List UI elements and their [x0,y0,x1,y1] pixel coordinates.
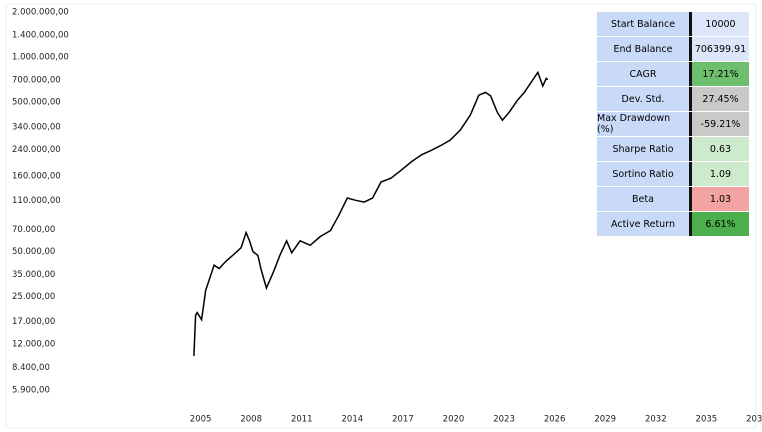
y-tick-label: 110.000,00 [12,196,61,206]
stat-label: Sortino Ratio [597,162,689,186]
x-tick-label: 2005 [190,415,212,425]
stats-row: Active Return 6.61% [597,212,749,236]
y-tick-label: 35.000,00 [12,270,55,280]
stat-value: 17.21% [689,62,749,86]
y-tick-label: 25.000,00 [12,292,55,302]
x-tick-label: 2017 [392,415,414,425]
stat-value: 0.63 [689,137,749,161]
y-tick-label: 12.000,00 [12,340,55,350]
frame [5,3,757,429]
stats-table: Start Balance 10000 End Balance 706399.91 CA… [597,12,749,237]
x-tick-label: 2014 [342,415,364,425]
stat-label: End Balance [597,37,689,61]
x-tick-label: 2038 [746,415,762,425]
x-tick-label: 2020 [443,415,465,425]
stat-value: 10000 [689,12,749,36]
stats-row: Beta 1.03 [597,187,749,211]
stats-row: Dev. Std. 27.45% [597,87,749,111]
y-tick-label: 1.000.000,00 [12,53,69,63]
y-tick-label: 5.900,00 [12,386,50,396]
y-tick-label: 340.000,00 [12,123,61,133]
stat-value: 1.09 [689,162,749,186]
y-tick-label: 240.000,00 [12,145,61,155]
stat-label: Start Balance [597,12,689,36]
x-tick-label: 2011 [291,415,313,425]
y-tick-label: 1.400.000,00 [12,31,69,41]
x-tick-label: 2023 [493,415,515,425]
y-tick-label: 50.000,00 [12,247,55,257]
stats-row: Sharpe Ratio 0.63 [597,137,749,161]
stat-value: -59.21% [689,112,749,136]
y-tick-label: 500.000,00 [12,98,61,108]
y-tick-label: 160.000,00 [12,172,61,182]
y-tick-label: 70.000,00 [12,225,55,235]
stats-row: Start Balance 10000 [597,12,749,36]
stats-row: Max Drawdown (%) -59.21% [597,112,749,136]
stat-value: 27.45% [689,87,749,111]
y-tick-label: 2.000.000,00 [12,8,69,18]
x-tick-label: 2026 [544,415,566,425]
x-tick-label: 2035 [696,415,718,425]
y-tick-label: 8.400,00 [12,363,50,373]
stats-row: CAGR 17.21% [597,62,749,86]
y-tick-label: 17.000,00 [12,317,55,327]
x-tick-label: 2029 [594,415,616,425]
stat-label: CAGR [597,62,689,86]
stats-row: End Balance 706399.91 [597,37,749,61]
stat-value: 6.61% [689,212,749,236]
stat-value: 1.03 [689,187,749,211]
x-tick-label: 2008 [240,415,262,425]
stat-label: Sharpe Ratio [597,137,689,161]
balance-line [193,70,549,357]
stat-value: 706399.91 [689,37,749,61]
stat-label: Beta [597,187,689,211]
stat-label: Max Drawdown (%) [597,112,689,136]
stat-label: Dev. Std. [597,87,689,111]
x-tick-label: 2032 [645,415,667,425]
y-tick-label: 700.000,00 [12,76,61,86]
stats-row: Sortino Ratio 1.09 [597,162,749,186]
stat-label: Active Return [597,212,689,236]
